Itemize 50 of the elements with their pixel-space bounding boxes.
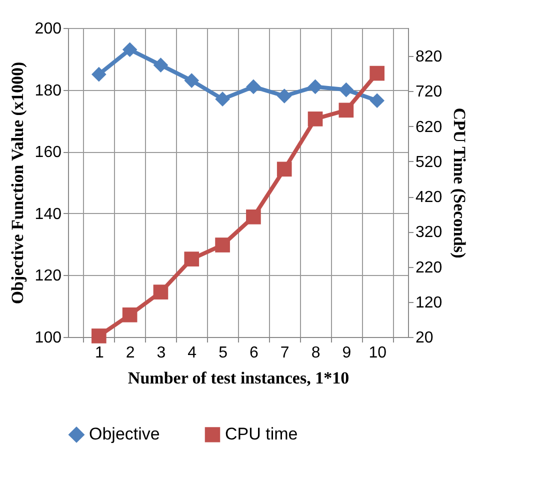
y-axis-title: Objective Function Value (x1000) — [8, 62, 27, 304]
point — [122, 307, 138, 322]
point — [370, 93, 385, 108]
y-tick-label: 100 — [34, 330, 62, 346]
point — [215, 92, 230, 106]
x-tick-label: 3 — [156, 344, 166, 362]
y2-tick-label: 520 — [416, 154, 442, 171]
y-tick-label: 180 — [34, 82, 62, 100]
point — [276, 88, 292, 104]
point — [122, 42, 138, 58]
point — [308, 79, 323, 94]
point — [338, 102, 354, 118]
y2-tick-label: 720 — [416, 84, 442, 101]
y2-tick-label: 20 — [416, 330, 434, 346]
point — [246, 79, 261, 94]
x-tick-label: 10 — [368, 344, 387, 362]
point — [153, 284, 168, 300]
x-tick-label: 6 — [250, 344, 258, 362]
x-tick-label: 1 — [94, 344, 104, 362]
y-tick-label: 160 — [34, 144, 62, 162]
y2-axis-title: CPU Time (Seconds) — [450, 108, 470, 258]
point — [184, 252, 200, 266]
x-tick-label: 5 — [218, 344, 228, 362]
y2-tick-label: 620 — [416, 118, 442, 136]
point — [370, 66, 385, 81]
point — [246, 209, 261, 224]
legend-label: Objective — [89, 424, 160, 444]
y-tick-label: 120 — [34, 268, 62, 285]
legend-label: CPU time — [225, 424, 298, 444]
x-tick-label: 9 — [342, 344, 352, 362]
x-tick-label: 7 — [280, 344, 290, 362]
y2-tick-label: 220 — [416, 259, 442, 276]
x-tick-label: 4 — [188, 344, 197, 362]
x-tick-label: 8 — [311, 344, 320, 362]
y-tick-label: 200 — [34, 20, 62, 38]
x-tick-label: 2 — [126, 344, 135, 362]
y2-tick-label: 820 — [416, 48, 442, 66]
y-tick-label: 140 — [34, 206, 62, 223]
point — [215, 238, 230, 252]
point — [338, 82, 354, 98]
point — [91, 328, 106, 344]
point — [308, 112, 323, 126]
y2-tick-label: 420 — [416, 189, 442, 206]
y2-tick-label: 320 — [416, 224, 442, 242]
point — [91, 66, 106, 82]
point — [184, 73, 200, 88]
point — [276, 162, 292, 177]
y2-tick-label: 120 — [416, 294, 442, 312]
point — [153, 58, 168, 72]
x-axis-title: Number of test instances, 1*10 — [128, 368, 350, 388]
